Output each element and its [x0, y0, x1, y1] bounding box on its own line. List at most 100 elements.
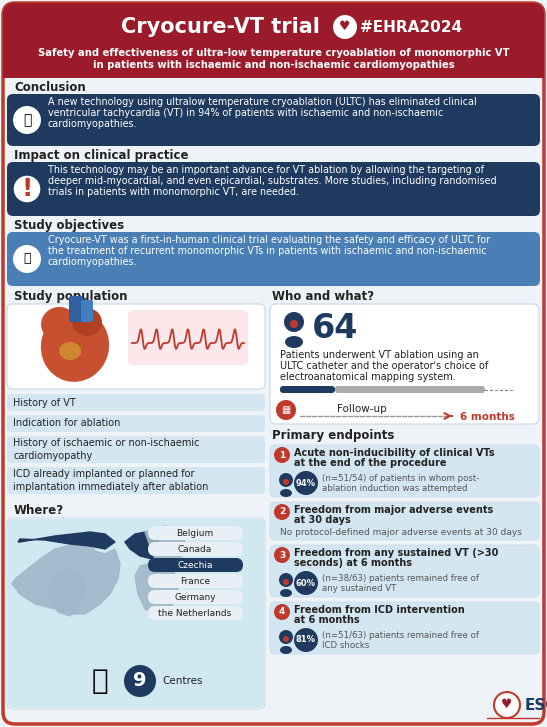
Text: Freedom from major adverse events: Freedom from major adverse events [294, 505, 493, 515]
Text: (n=38/63) patients remained free of: (n=38/63) patients remained free of [322, 574, 479, 583]
Text: Study population: Study population [14, 290, 127, 303]
Text: Czechia: Czechia [177, 561, 213, 569]
Circle shape [274, 547, 290, 563]
Text: Freedom from any sustained VT (>30: Freedom from any sustained VT (>30 [294, 548, 498, 558]
Text: A new technology using ultralow temperature cryoablation (ULTC) has eliminated c: A new technology using ultralow temperat… [48, 97, 477, 107]
FancyBboxPatch shape [270, 445, 539, 497]
FancyBboxPatch shape [148, 590, 243, 604]
Ellipse shape [72, 308, 102, 336]
Circle shape [284, 312, 304, 332]
Ellipse shape [280, 489, 292, 497]
Text: 60%: 60% [296, 579, 316, 587]
Text: in patients with ischaemic and non-ischaemic cardiomyopathies: in patients with ischaemic and non-ischa… [92, 60, 455, 70]
Polygon shape [18, 532, 115, 549]
Text: any sustained VT: any sustained VT [322, 584, 397, 593]
FancyBboxPatch shape [69, 296, 83, 322]
FancyBboxPatch shape [7, 518, 265, 709]
FancyBboxPatch shape [148, 526, 243, 540]
FancyBboxPatch shape [128, 310, 248, 365]
Text: 2: 2 [279, 507, 285, 516]
Text: Cryocure-VT trial: Cryocure-VT trial [120, 17, 319, 37]
Text: ULTC catheter and the operator's choice of: ULTC catheter and the operator's choice … [280, 361, 488, 371]
FancyBboxPatch shape [270, 304, 539, 424]
Text: Follow-up: Follow-up [337, 404, 387, 414]
Text: 4: 4 [279, 608, 285, 616]
Text: Where?: Where? [14, 504, 64, 517]
Polygon shape [135, 562, 178, 614]
Text: 1: 1 [279, 451, 285, 459]
Text: (n=51/54) of patients in whom post-: (n=51/54) of patients in whom post- [322, 474, 479, 483]
Text: 3: 3 [279, 550, 285, 560]
Bar [3, 50, 544, 78]
Text: Cryocure-VT was a first-in-human clinical trial evaluating the safety and effica: Cryocure-VT was a first-in-human clinica… [48, 235, 490, 245]
Text: at 30 days: at 30 days [294, 515, 351, 525]
FancyBboxPatch shape [81, 300, 93, 322]
FancyBboxPatch shape [148, 574, 243, 588]
Text: trials in patients with monomorphic VT, are needed.: trials in patients with monomorphic VT, … [48, 187, 299, 197]
Text: the Netherlands: the Netherlands [159, 608, 231, 617]
Text: Centres: Centres [162, 676, 202, 686]
FancyBboxPatch shape [7, 232, 540, 286]
Ellipse shape [285, 336, 303, 348]
Circle shape [13, 245, 41, 273]
FancyBboxPatch shape [270, 545, 539, 597]
Ellipse shape [41, 310, 109, 382]
FancyBboxPatch shape [280, 386, 335, 393]
Text: No protocol-defined major adverse events at 30 days: No protocol-defined major adverse events… [280, 528, 522, 537]
Circle shape [294, 571, 318, 595]
Polygon shape [48, 569, 85, 616]
Text: Canada: Canada [178, 545, 212, 553]
Text: Germany: Germany [174, 593, 216, 601]
Text: ablation induction was attempted: ablation induction was attempted [322, 484, 468, 493]
Text: Study objectives: Study objectives [14, 219, 124, 232]
FancyBboxPatch shape [148, 542, 243, 556]
Ellipse shape [280, 646, 292, 654]
Text: 94%: 94% [296, 478, 316, 488]
Text: Conclusion: Conclusion [14, 81, 86, 94]
FancyBboxPatch shape [3, 3, 544, 78]
Text: 6 months: 6 months [460, 412, 515, 422]
FancyBboxPatch shape [148, 606, 243, 620]
FancyBboxPatch shape [7, 162, 540, 216]
FancyBboxPatch shape [7, 94, 540, 146]
Text: This technology may be an important advance for VT ablation by allowing the targ: This technology may be an important adva… [48, 165, 484, 175]
Text: ▦: ▦ [281, 405, 290, 415]
Text: ventricular tachycardia (VT) in 94% of patients with ischaemic and non-ischaemic: ventricular tachycardia (VT) in 94% of p… [48, 108, 443, 118]
Text: (n=51/63) patients remained free of: (n=51/63) patients remained free of [322, 631, 479, 640]
Polygon shape [145, 526, 185, 564]
Circle shape [294, 628, 318, 652]
Ellipse shape [41, 307, 77, 341]
Circle shape [124, 665, 156, 697]
Text: Patients underwent VT ablation using an: Patients underwent VT ablation using an [280, 350, 479, 360]
Circle shape [494, 692, 520, 718]
Polygon shape [12, 539, 120, 614]
Text: 81%: 81% [296, 635, 316, 645]
Text: 🏥: 🏥 [92, 667, 108, 695]
Ellipse shape [280, 589, 292, 597]
Text: the treatment of recurrent monomorphic VTs in patients with ischaemic and non-is: the treatment of recurrent monomorphic V… [48, 246, 487, 256]
FancyBboxPatch shape [7, 304, 265, 389]
FancyBboxPatch shape [148, 558, 243, 572]
FancyBboxPatch shape [335, 386, 485, 393]
Circle shape [283, 579, 289, 585]
Text: 64: 64 [312, 312, 358, 345]
Circle shape [274, 604, 290, 620]
Polygon shape [125, 532, 160, 559]
Circle shape [279, 630, 293, 644]
Text: !: ! [21, 177, 33, 201]
Text: Who and what?: Who and what? [272, 290, 374, 303]
Text: seconds) at 6 months: seconds) at 6 months [294, 558, 412, 568]
Text: Safety and effectiveness of ultra-low temperature cryoablation of monomorphic VT: Safety and effectiveness of ultra-low te… [38, 48, 509, 58]
Text: History of ischaemic or non-ischaemic
cardiomyopathy: History of ischaemic or non-ischaemic ca… [13, 438, 200, 461]
Text: History of VT: History of VT [13, 398, 75, 408]
Text: at the end of the procedure: at the end of the procedure [294, 458, 446, 468]
Text: 👍: 👍 [23, 113, 31, 127]
Text: Belgium: Belgium [176, 529, 214, 537]
Text: electroanatomical mapping system.: electroanatomical mapping system. [280, 372, 456, 382]
FancyBboxPatch shape [7, 436, 265, 463]
Text: ♥: ♥ [339, 20, 351, 33]
Circle shape [13, 175, 41, 203]
Text: ICD shocks: ICD shocks [322, 641, 369, 650]
FancyBboxPatch shape [8, 519, 264, 708]
Circle shape [276, 400, 296, 420]
